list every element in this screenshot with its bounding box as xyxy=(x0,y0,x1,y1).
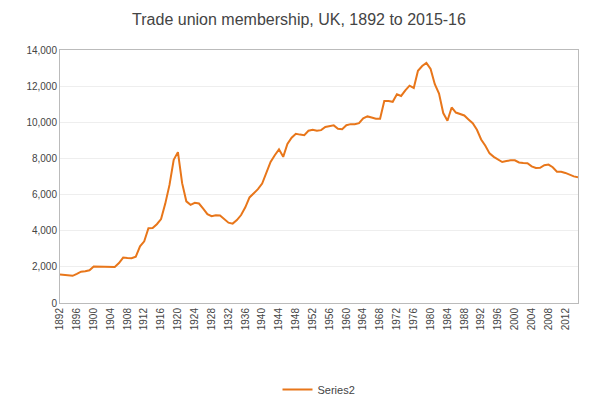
svg-text:1892: 1892 xyxy=(54,308,65,331)
svg-text:2004: 2004 xyxy=(526,308,537,331)
svg-text:1952: 1952 xyxy=(307,308,318,331)
svg-text:1948: 1948 xyxy=(290,308,301,331)
svg-text:4,000: 4,000 xyxy=(32,225,57,236)
svg-text:1984: 1984 xyxy=(442,308,453,331)
svg-text:14,000: 14,000 xyxy=(26,45,57,56)
svg-text:1944: 1944 xyxy=(273,308,284,331)
svg-text:1980: 1980 xyxy=(425,308,436,331)
svg-text:Series2: Series2 xyxy=(318,384,355,396)
svg-text:1956: 1956 xyxy=(324,308,335,331)
svg-text:1904: 1904 xyxy=(105,308,116,331)
svg-text:1960: 1960 xyxy=(341,308,352,331)
svg-text:1992: 1992 xyxy=(475,308,486,331)
svg-text:1920: 1920 xyxy=(172,308,183,331)
svg-text:12,000: 12,000 xyxy=(26,81,57,92)
svg-text:2,000: 2,000 xyxy=(32,261,57,272)
svg-text:1988: 1988 xyxy=(459,308,470,331)
svg-text:1928: 1928 xyxy=(206,308,217,331)
svg-text:1968: 1968 xyxy=(374,308,385,331)
svg-text:8,000: 8,000 xyxy=(32,153,57,164)
svg-text:Trade union membership, UK, 18: Trade union membership, UK, 1892 to 2015… xyxy=(132,11,466,28)
svg-text:1908: 1908 xyxy=(122,308,133,331)
svg-text:1996: 1996 xyxy=(492,308,503,331)
svg-text:1900: 1900 xyxy=(88,308,99,331)
svg-text:2000: 2000 xyxy=(509,308,520,331)
svg-text:1912: 1912 xyxy=(138,308,149,331)
svg-text:10,000: 10,000 xyxy=(26,117,57,128)
svg-text:1932: 1932 xyxy=(223,308,234,331)
svg-text:6,000: 6,000 xyxy=(32,189,57,200)
svg-text:1916: 1916 xyxy=(155,308,166,331)
svg-text:2008: 2008 xyxy=(543,308,554,331)
svg-text:1972: 1972 xyxy=(391,308,402,331)
svg-text:2012: 2012 xyxy=(560,308,571,331)
svg-text:1940: 1940 xyxy=(256,308,267,331)
svg-text:1924: 1924 xyxy=(189,308,200,331)
svg-text:1936: 1936 xyxy=(240,308,251,331)
svg-text:1896: 1896 xyxy=(71,308,82,331)
svg-text:1976: 1976 xyxy=(408,308,419,331)
svg-text:1964: 1964 xyxy=(357,308,368,331)
svg-text:0: 0 xyxy=(51,298,57,309)
